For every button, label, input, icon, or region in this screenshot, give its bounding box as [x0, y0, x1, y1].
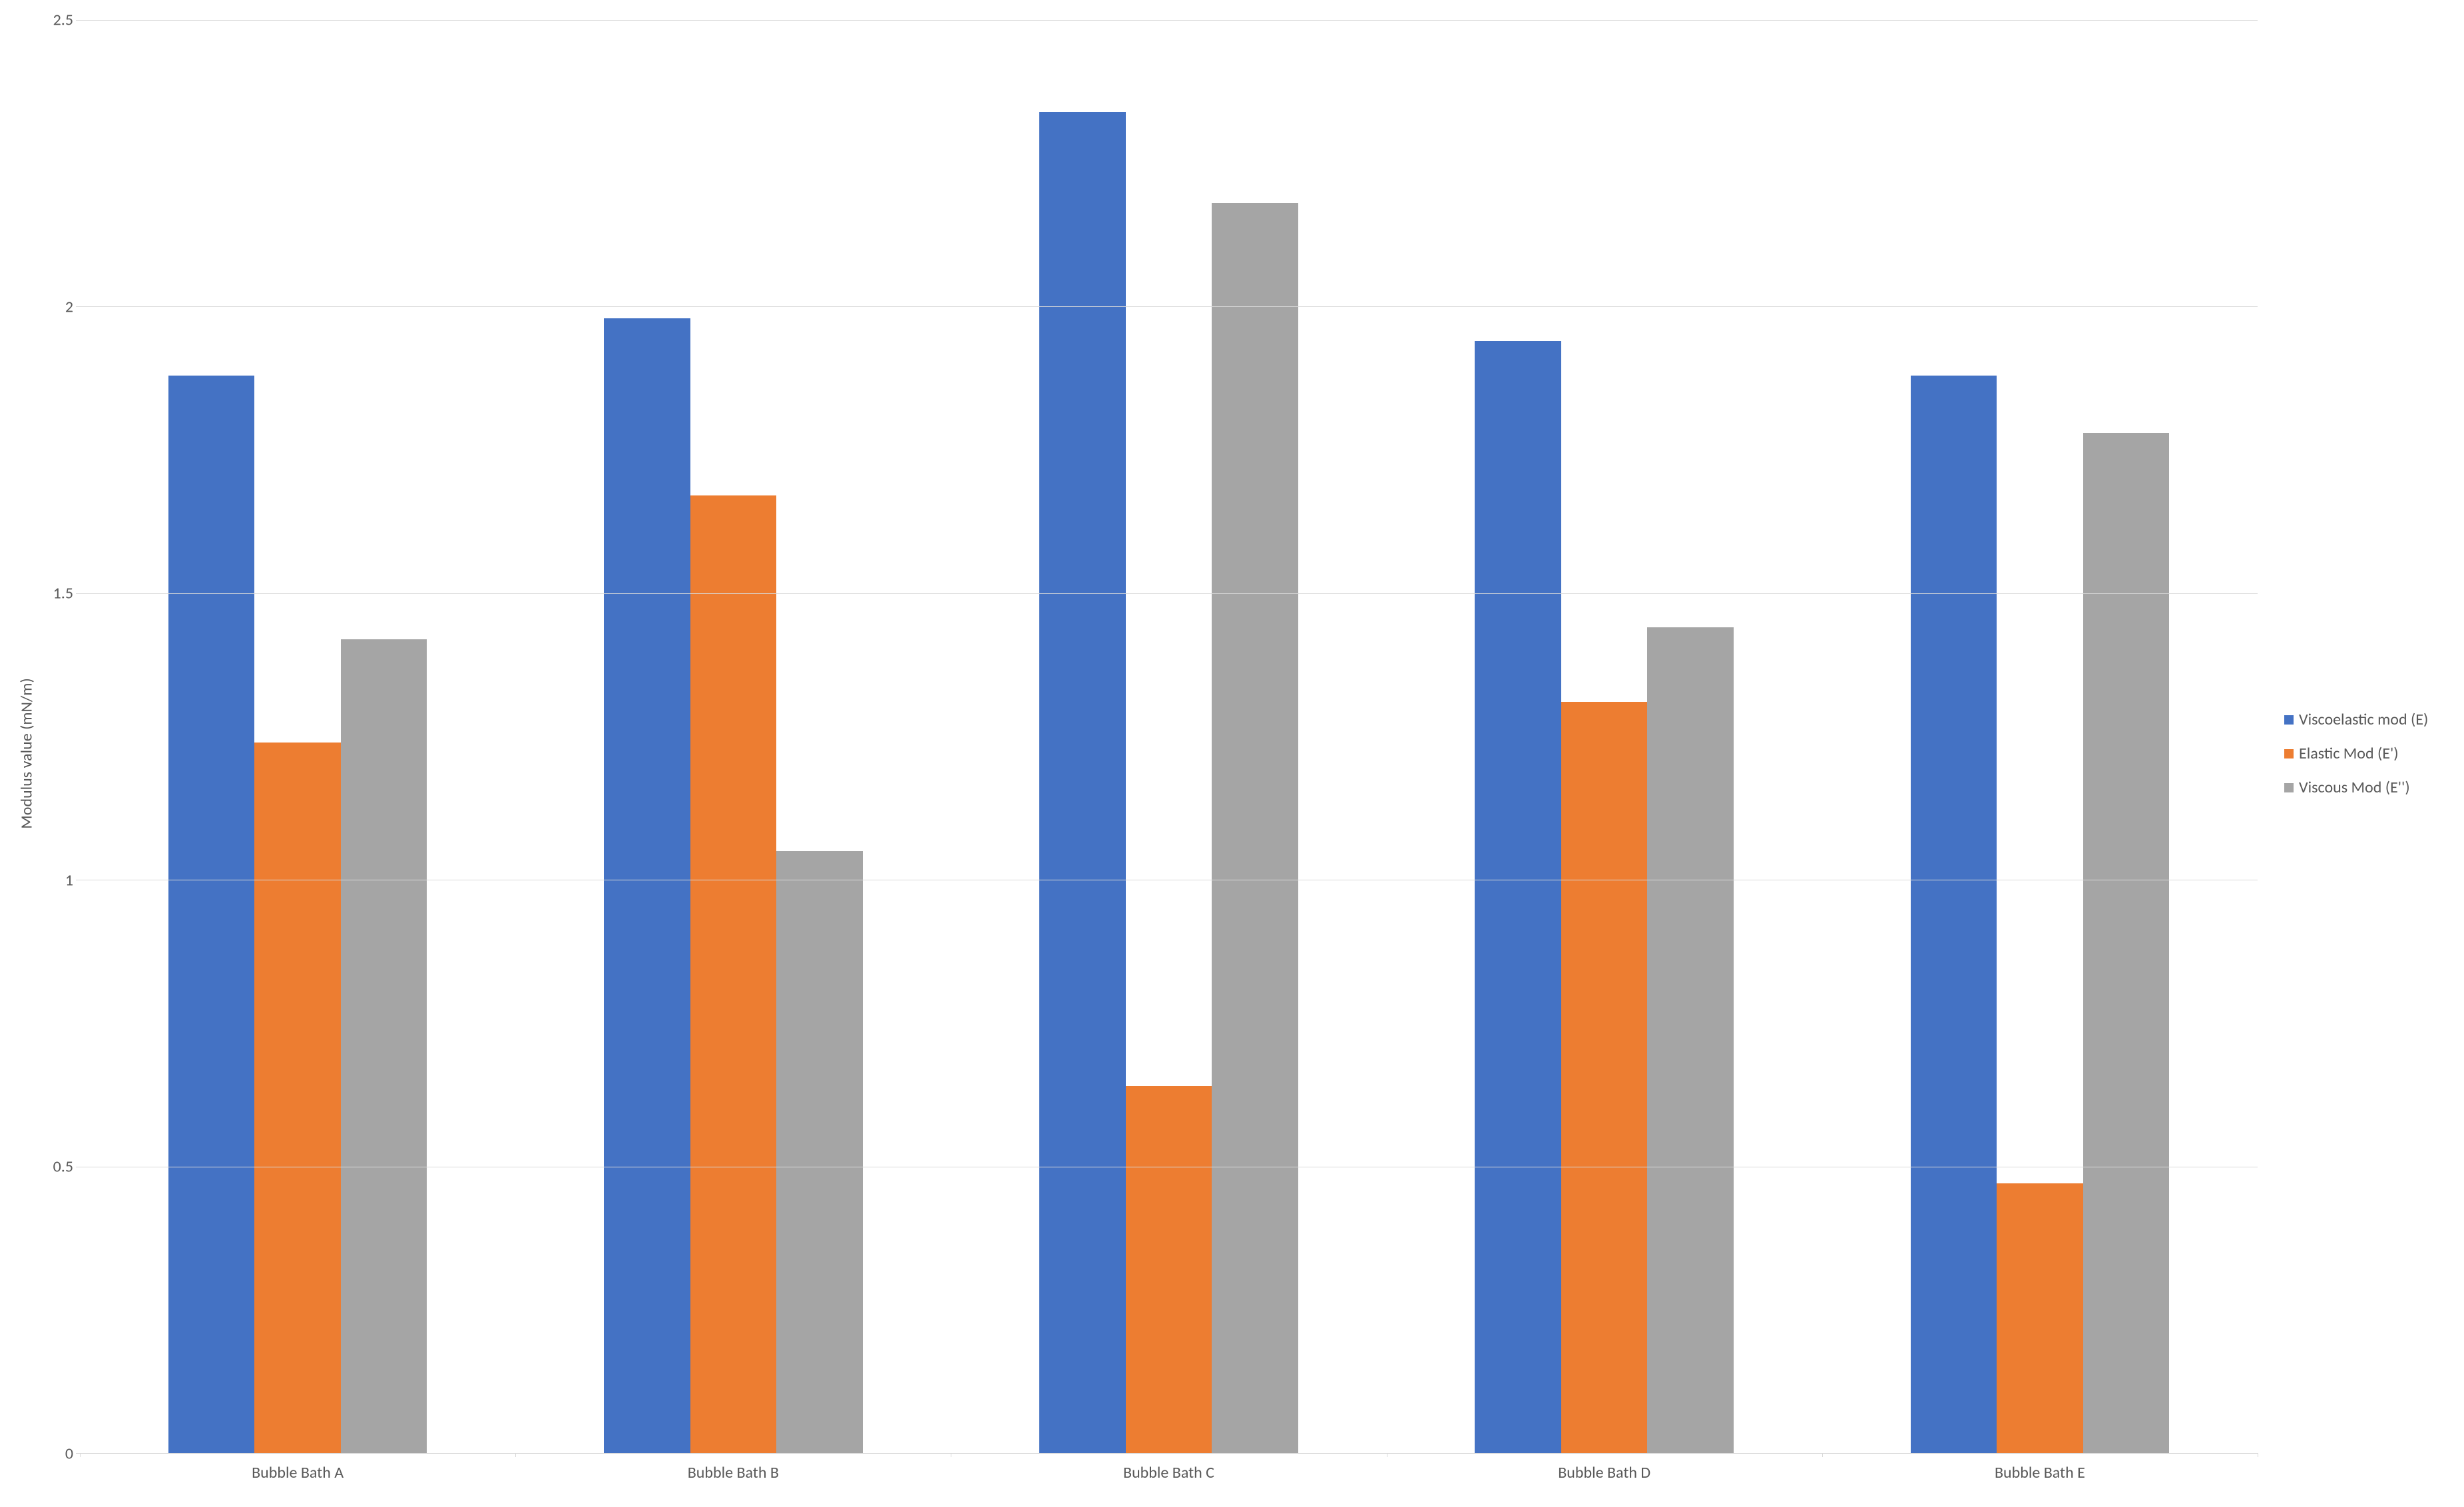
x-tick-label: Bubble Bath E — [1822, 1454, 2258, 1487]
bar — [776, 851, 863, 1453]
bars-layer — [80, 20, 2258, 1453]
bar — [1911, 376, 1997, 1453]
bar — [1212, 203, 1298, 1453]
bar — [341, 639, 427, 1453]
bar — [1039, 112, 1126, 1453]
plot-wrap: 00.511.522.5 Bubble Bath ABubble Bath BB… — [40, 20, 2258, 1487]
bar — [254, 743, 341, 1453]
chart-main: Modulus value (mN/m) 00.511.522.5 Bubble… — [13, 20, 2258, 1487]
y-tickmark — [76, 20, 80, 21]
plot-row: 00.511.522.5 — [40, 20, 2258, 1454]
legend-swatch — [2284, 783, 2294, 792]
bar-group — [951, 20, 1386, 1453]
y-tick-label: 0 — [65, 1444, 73, 1464]
legend-item: Viscoelastic mod (E) — [2284, 710, 2444, 729]
y-axis-ticks: 00.511.522.5 — [40, 20, 80, 1454]
legend-label: Viscoelastic mod (E) — [2299, 710, 2428, 729]
x-tick-label: Bubble Bath A — [80, 1454, 515, 1487]
x-tickmark — [515, 1453, 516, 1457]
gridline — [80, 306, 2258, 307]
y-tick-label: 2 — [65, 297, 73, 316]
bar-group — [1822, 20, 2258, 1453]
bar — [1475, 341, 1561, 1453]
y-axis-label: Modulus value (mN/m) — [17, 678, 37, 828]
bar-group — [80, 20, 515, 1453]
y-tick-label: 1.5 — [53, 584, 73, 603]
x-tick-label: Bubble Bath D — [1387, 1454, 1822, 1487]
bar — [604, 318, 690, 1453]
x-tick-label: Bubble Bath B — [515, 1454, 951, 1487]
bar — [2083, 433, 2170, 1453]
legend: Viscoelastic mod (E) Elastic Mod (E') Visc… — [2258, 20, 2444, 1487]
y-tick-label: 0.5 — [53, 1157, 73, 1177]
y-tick-label: 2.5 — [53, 11, 73, 30]
bar-group — [1387, 20, 1822, 1453]
bar-group — [515, 20, 951, 1453]
legend-label: Viscous Mod (E'') — [2299, 778, 2410, 797]
y-tickmark — [76, 306, 80, 307]
legend-item: Viscous Mod (E'') — [2284, 778, 2444, 797]
gridline — [80, 593, 2258, 594]
gridline — [80, 1453, 2258, 1454]
legend-swatch — [2284, 715, 2294, 725]
plot-area — [80, 20, 2258, 1454]
gridline — [80, 20, 2258, 21]
bar — [690, 495, 777, 1453]
y-axis-label-wrap: Modulus value (mN/m) — [13, 20, 40, 1487]
bar — [1126, 1086, 1212, 1453]
chart-container: Modulus value (mN/m) 0 0.5 1 1.5 2 2.5 Bubble… — [0, 0, 2464, 1507]
legend-label: Elastic Mod (E') — [2299, 744, 2399, 763]
bar — [1647, 627, 1734, 1453]
x-tick-label: Bubble Bath C — [951, 1454, 1386, 1487]
x-tickmark — [80, 1453, 81, 1457]
y-tick-label: 1 — [65, 870, 73, 890]
x-axis-labels: Bubble Bath ABubble Bath BBubble Bath CB… — [40, 1454, 2258, 1487]
legend-item: Elastic Mod (E') — [2284, 744, 2444, 763]
legend-swatch — [2284, 749, 2294, 758]
x-tickmark — [1822, 1453, 1823, 1457]
bar — [168, 376, 255, 1453]
y-tickmark — [76, 593, 80, 594]
bar — [1561, 702, 1648, 1453]
bar — [1997, 1183, 2083, 1453]
